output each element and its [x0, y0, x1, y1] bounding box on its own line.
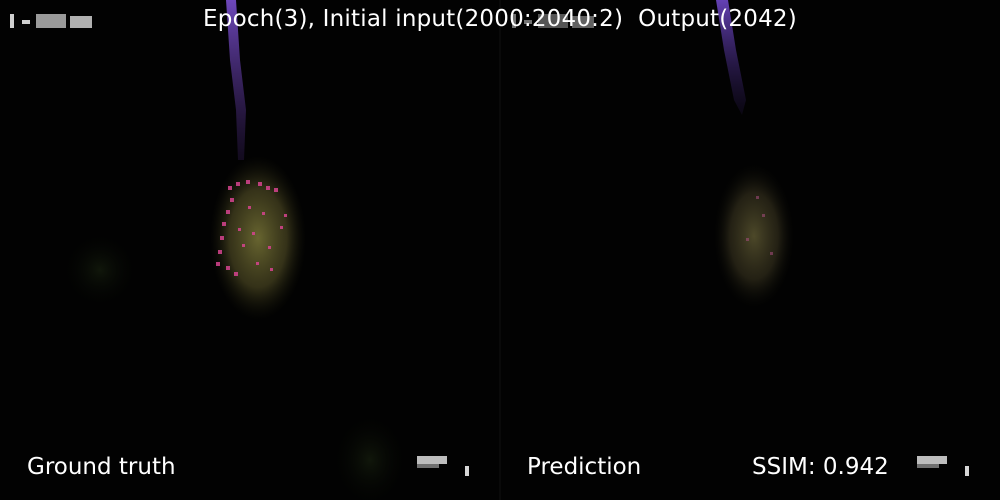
pixelated-timestamp-right [512, 14, 598, 28]
blob-shape [714, 164, 794, 308]
prediction-label: Prediction [527, 454, 642, 480]
ground-truth-panel [10, 0, 473, 500]
pixelated-scale-left [417, 456, 473, 476]
prediction-image [714, 0, 794, 308]
plume-shape [226, 0, 246, 160]
pixelated-timestamp-left [10, 14, 96, 28]
ssim-score: SSIM: 0.942 [752, 454, 889, 480]
panel-divider [499, 0, 501, 500]
figure-title: Epoch(3), Initial input(2000:2040:2) Out… [203, 6, 797, 32]
blob-shape [210, 156, 306, 320]
speckles [746, 196, 773, 255]
ground-truth-label: Ground truth [27, 454, 176, 480]
speckles [216, 180, 287, 276]
plume-shape [716, 0, 746, 115]
prediction-panel [500, 0, 1000, 500]
ground-truth-image [60, 0, 410, 500]
pixelated-scale-right [917, 456, 973, 476]
